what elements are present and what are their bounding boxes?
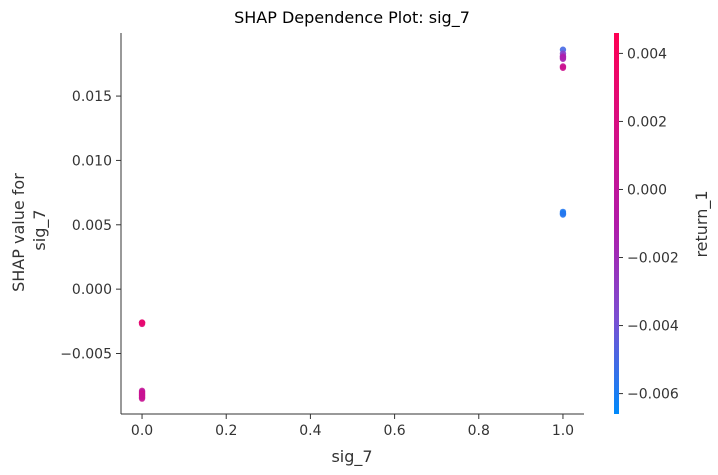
y-tick-label: 0.000 <box>72 282 112 298</box>
colorbar-tick-label: −0.006 <box>627 387 679 403</box>
x-tick-label: 0.6 <box>383 423 405 439</box>
plot-area <box>120 33 584 415</box>
x-tick-label: 1.0 <box>552 423 574 439</box>
x-tick-label: 0.0 <box>131 423 153 439</box>
y-axis: −0.005 0.000 0.005 0.010 0.015 <box>60 89 121 363</box>
colorbar-tick-label: 0.004 <box>627 46 667 62</box>
y-axis-title-line-2: sig_7 <box>30 209 50 250</box>
colorbar-gradient <box>614 33 619 414</box>
y-axis-title: SHAP value for sig_7 <box>9 168 50 292</box>
y-tick-label: −0.005 <box>60 347 112 363</box>
colorbar-tick-label: 0.000 <box>627 182 667 198</box>
y-axis-title-line-1: SHAP value for <box>9 173 28 292</box>
y-tick-label: 0.005 <box>72 218 112 234</box>
y-tick-label: 0.010 <box>72 153 112 169</box>
data-point <box>138 319 146 326</box>
x-axis-title: sig_7 <box>331 447 372 467</box>
data-point <box>559 211 567 218</box>
colorbar-tick-label: 0.002 <box>627 114 667 130</box>
x-axis: 0.0 0.2 0.4 0.6 0.8 1.0 <box>131 414 574 439</box>
data-point <box>559 55 567 62</box>
colorbar: −0.006 −0.004 −0.002 0.000 0.002 0.004 <box>614 33 679 414</box>
colorbar-tick-label: −0.004 <box>627 319 679 335</box>
x-tick-label: 0.4 <box>299 423 321 439</box>
data-point <box>138 395 146 402</box>
x-tick-label: 0.8 <box>468 423 490 439</box>
colorbar-title: return_1 <box>692 190 712 257</box>
y-tick-label: 0.015 <box>72 89 112 105</box>
points-layer <box>138 46 567 402</box>
chart-title: SHAP Dependence Plot: sig_7 <box>234 8 470 28</box>
data-point <box>559 64 567 71</box>
colorbar-tick-label: −0.002 <box>627 251 679 267</box>
x-tick-label: 0.2 <box>215 423 237 439</box>
